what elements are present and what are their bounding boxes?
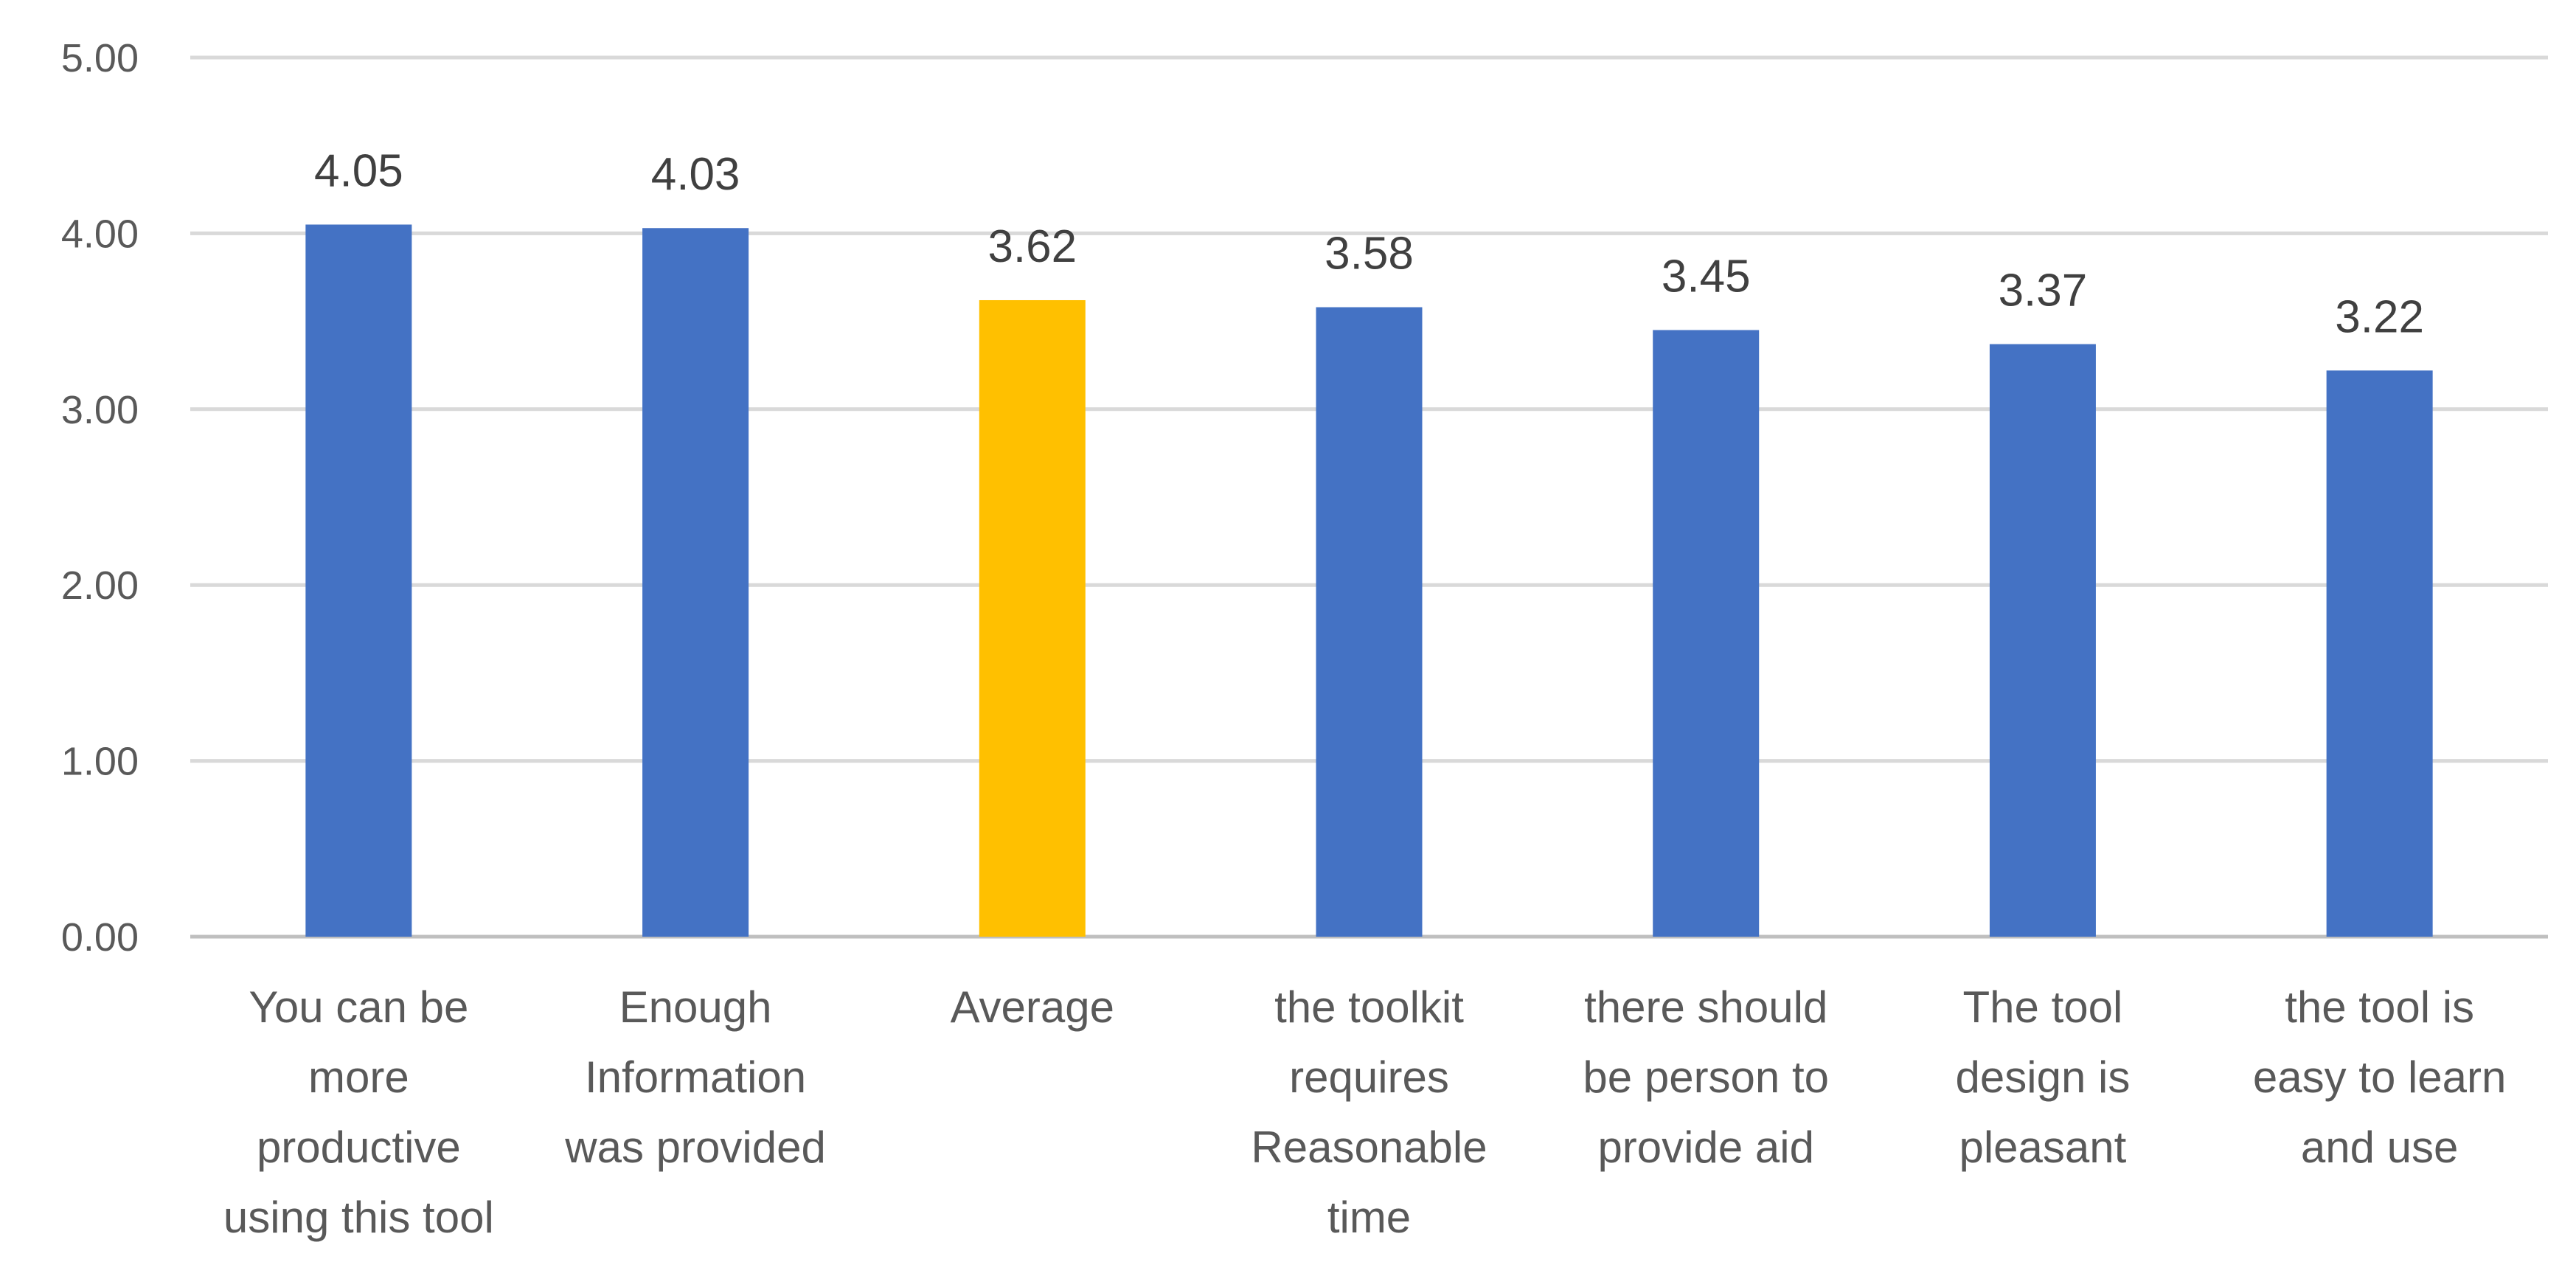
y-tick-label: 4.00	[61, 212, 139, 256]
data-labels: 4.05 4.03 3.62 3.58 3.45 3.37 3.22	[314, 145, 2424, 342]
y-axis-tick-labels: 0.00 1.00 2.00 3.00 4.00 5.00	[61, 36, 139, 960]
x-tick-label-line: was provided	[564, 1123, 826, 1172]
x-tick-label-line: Information	[585, 1052, 806, 1102]
data-label: 3.22	[2335, 291, 2424, 342]
x-tick-label-line: Average	[951, 982, 1114, 1032]
data-label: 3.45	[1662, 252, 1751, 302]
x-tick-label-line: the toolkit	[1274, 982, 1464, 1032]
bar	[642, 228, 749, 937]
data-label: 3.62	[987, 221, 1077, 272]
x-tick-label-line: using this tool	[223, 1193, 494, 1242]
bars	[305, 224, 2433, 937]
x-tick-label-line: easy to learn	[2253, 1052, 2507, 1102]
x-tick-label: the tool is easy to learn and use	[2253, 982, 2507, 1172]
x-tick-label: Average	[951, 982, 1114, 1032]
x-tick-label-line: and use	[2301, 1123, 2459, 1172]
x-tick-label-line: productive	[257, 1123, 461, 1172]
x-tick-label: You can be more productive using this tool	[223, 982, 494, 1242]
x-tick-label-line: there should	[1584, 982, 1827, 1032]
y-tick-label: 3.00	[61, 388, 139, 432]
x-tick-label-line: design is	[1956, 1052, 2131, 1102]
y-tick-label: 2.00	[61, 563, 139, 608]
bar	[1316, 307, 1423, 937]
x-tick-label-line: Reasonable	[1251, 1123, 1487, 1172]
x-tick-label-line: provide aid	[1597, 1123, 1814, 1172]
x-tick-label-line: be person to	[1583, 1052, 1829, 1102]
x-tick-label: Enough Information was provided	[564, 982, 826, 1172]
bar	[305, 224, 412, 937]
data-label: 4.03	[651, 149, 740, 200]
x-tick-label-line: the tool is	[2285, 982, 2474, 1032]
x-tick-label-line: You can be	[249, 982, 468, 1032]
x-axis-category-labels: You can be more productive using this tool E…	[223, 982, 2507, 1242]
x-tick-label-line: time	[1327, 1193, 1411, 1242]
y-tick-label: 5.00	[61, 36, 139, 80]
y-tick-label: 1.00	[61, 740, 139, 784]
x-tick-label: The tool design is pleasant	[1956, 982, 2131, 1172]
data-label: 3.58	[1325, 229, 1414, 280]
data-label: 3.37	[1999, 266, 2088, 316]
x-tick-label-line: pleasant	[1959, 1123, 2126, 1172]
x-tick-label-line: requires	[1289, 1052, 1449, 1102]
bar	[1989, 344, 2096, 937]
data-label: 4.05	[314, 145, 403, 196]
x-tick-label: the toolkit requires Reasonable time	[1251, 982, 1487, 1242]
x-tick-label: there should be person to provide aid	[1583, 982, 1829, 1172]
bar	[2326, 370, 2433, 937]
x-tick-label-line: The tool	[1963, 982, 2123, 1032]
bar	[1653, 330, 1760, 937]
bar	[979, 299, 1086, 937]
y-tick-label: 0.00	[61, 915, 139, 960]
x-tick-label-line: more	[308, 1052, 409, 1102]
x-tick-label-line: Enough	[619, 982, 772, 1032]
